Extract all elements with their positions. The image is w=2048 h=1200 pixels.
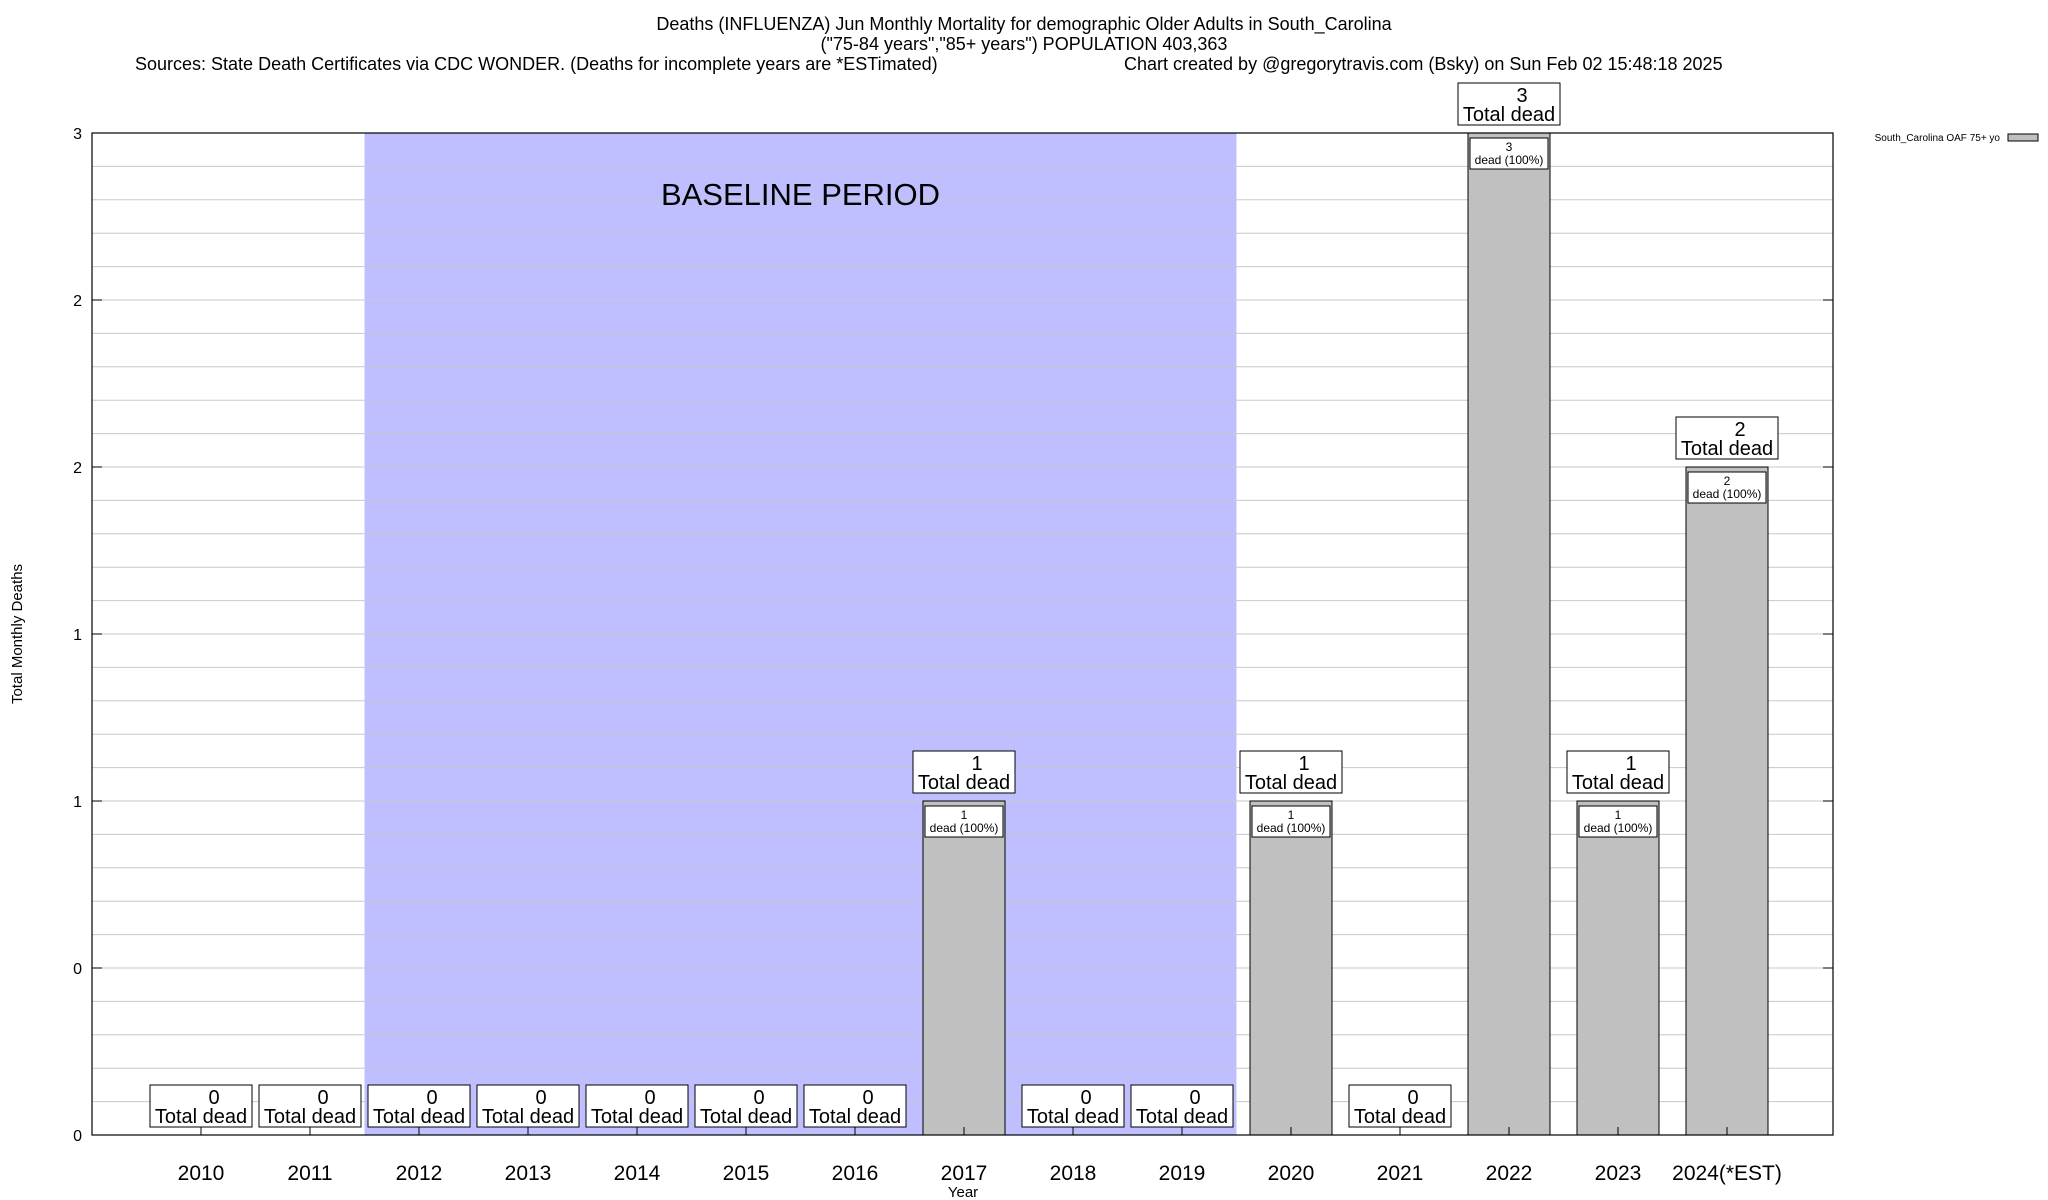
bar-total-value: 0: [644, 1087, 655, 1109]
x-tick-label: 2020: [1268, 1162, 1315, 1185]
bar-total-text: Total dead: [1136, 1106, 1228, 1128]
bar-total-label-box: [1130, 1084, 1234, 1128]
bar-total-value: 1: [1298, 753, 1309, 775]
bar-total-text: Total dead: [264, 1106, 356, 1128]
bar-inner-text: dead (100%): [1584, 821, 1653, 835]
bar-total-text: Total dead: [1572, 772, 1664, 794]
bar-total-value: 0: [426, 1087, 437, 1109]
plot-frame: [91, 132, 1834, 1136]
x-axis-title: Year: [948, 1184, 978, 1200]
bar-total-text: Total dead: [373, 1106, 465, 1128]
bar-total-value: 1: [971, 753, 982, 775]
bar-total-label-box: [258, 1084, 362, 1128]
bar-total-label-box: [1675, 416, 1779, 460]
bar-total-value: 0: [1189, 1087, 1200, 1109]
bar-total-text: Total dead: [809, 1106, 901, 1128]
bar-total-label-box: [694, 1084, 798, 1128]
bar-total-value: 1: [1625, 753, 1636, 775]
x-tick-label: 2022: [1486, 1162, 1533, 1185]
chart-title-line-2: ("75-84 years","85+ years") POPULATION 4…: [820, 34, 1228, 54]
bar: [922, 800, 1006, 1136]
bar-total-value: 3: [1516, 85, 1527, 107]
bar-total-text: Total dead: [1354, 1106, 1446, 1128]
legend-label: South_Carolina OAF 75+ yo: [1875, 133, 2001, 144]
bar-inner-value: 1: [1615, 808, 1622, 822]
bar-inner-value: 2: [1724, 474, 1731, 488]
y-tick-label: 2: [73, 460, 82, 477]
x-tick-label: 2023: [1595, 1162, 1642, 1185]
bar-inner-text: dead (100%): [1475, 153, 1544, 167]
bar: [1685, 466, 1769, 1136]
bar-total-label-box: [912, 750, 1016, 794]
bar: [1249, 800, 1333, 1136]
x-tick-label: 2021: [1377, 1162, 1424, 1185]
bar-total-label-box: [1021, 1084, 1125, 1128]
y-tick-label: 2: [73, 293, 82, 310]
bar-inner-label-box: [924, 805, 1004, 838]
bar-total-label-box: [1457, 82, 1561, 126]
x-tick-label: 2019: [1159, 1162, 1206, 1185]
bar-total-text: Total dead: [591, 1106, 683, 1128]
y-tick-label: 0: [73, 1128, 82, 1145]
bar-total-label-box: [1239, 750, 1343, 794]
bar-total-label-box: [1566, 750, 1670, 794]
bar-total-text: Total dead: [1681, 438, 1773, 460]
bar-total-value: 0: [862, 1087, 873, 1109]
bar-total-text: Total dead: [1463, 104, 1555, 126]
bar-total-text: Total dead: [700, 1106, 792, 1128]
bar-total-value: 0: [535, 1087, 546, 1109]
chart-credit: Chart created by @gregorytravis.com (Bsk…: [1124, 54, 1723, 74]
x-tick-label: 2018: [1050, 1162, 1097, 1185]
bar-inner-value: 1: [1288, 808, 1295, 822]
bar-inner-text: dead (100%): [930, 821, 999, 835]
x-tick-label: 2017: [941, 1162, 988, 1185]
bar-total-label-box: [149, 1084, 253, 1128]
x-tick-label: 2014: [614, 1162, 661, 1185]
bar-total-label-box: [1348, 1084, 1452, 1128]
x-tick-label: 2010: [178, 1162, 225, 1185]
bar-total-label-box: [367, 1084, 471, 1128]
chart-sources: Sources: State Death Certificates via CD…: [135, 54, 938, 74]
x-tick-label: 2013: [505, 1162, 552, 1185]
x-tick-label: 2016: [832, 1162, 879, 1185]
bar-inner-label-box: [1251, 805, 1331, 838]
bar-inner-text: dead (100%): [1693, 487, 1762, 501]
y-tick-label: 0: [73, 961, 82, 978]
bar-inner-value: 1: [961, 808, 968, 822]
bar-total-value: 0: [208, 1087, 219, 1109]
bar-total-value: 0: [753, 1087, 764, 1109]
bar-total-value: 0: [1080, 1087, 1091, 1109]
bar-total-text: Total dead: [918, 772, 1010, 794]
bar-inner-label-box: [1578, 805, 1658, 838]
y-tick-label: 3: [73, 126, 82, 143]
bar-total-value: 0: [1407, 1087, 1418, 1109]
bar-inner-text: dead (100%): [1257, 821, 1326, 835]
bar-total-text: Total dead: [482, 1106, 574, 1128]
legend-swatch: [2007, 133, 2039, 142]
y-axis-title: Total Monthly Deaths: [9, 564, 26, 704]
chart-title-line-1: Deaths (INFLUENZA) Jun Monthly Mortality…: [656, 14, 1392, 34]
bar: [1576, 800, 1660, 1136]
bar-total-label-box: [476, 1084, 580, 1128]
x-tick-label: 2012: [396, 1162, 443, 1185]
x-tick-label: 2024(*EST): [1672, 1162, 1782, 1185]
y-tick-label: 1: [73, 794, 82, 811]
y-tick-label: 1: [73, 627, 82, 644]
x-tick-label: 2011: [287, 1162, 332, 1185]
bar-inner-label-box: [1469, 137, 1549, 170]
baseline-period-label: BASELINE PERIOD: [661, 177, 940, 212]
bar-total-value: 2: [1734, 419, 1745, 441]
bar-total-label-box: [803, 1084, 907, 1128]
bar: [1467, 132, 1551, 1136]
bar-total-label-box: [585, 1084, 689, 1128]
bar-total-value: 0: [317, 1087, 328, 1109]
bar-total-text: Total dead: [1027, 1106, 1119, 1128]
x-tick-label: 2015: [723, 1162, 770, 1185]
bar-total-text: Total dead: [155, 1106, 247, 1128]
bar-total-text: Total dead: [1245, 772, 1337, 794]
bar-inner-label-box: [1687, 471, 1767, 504]
bar-inner-value: 3: [1506, 140, 1513, 154]
